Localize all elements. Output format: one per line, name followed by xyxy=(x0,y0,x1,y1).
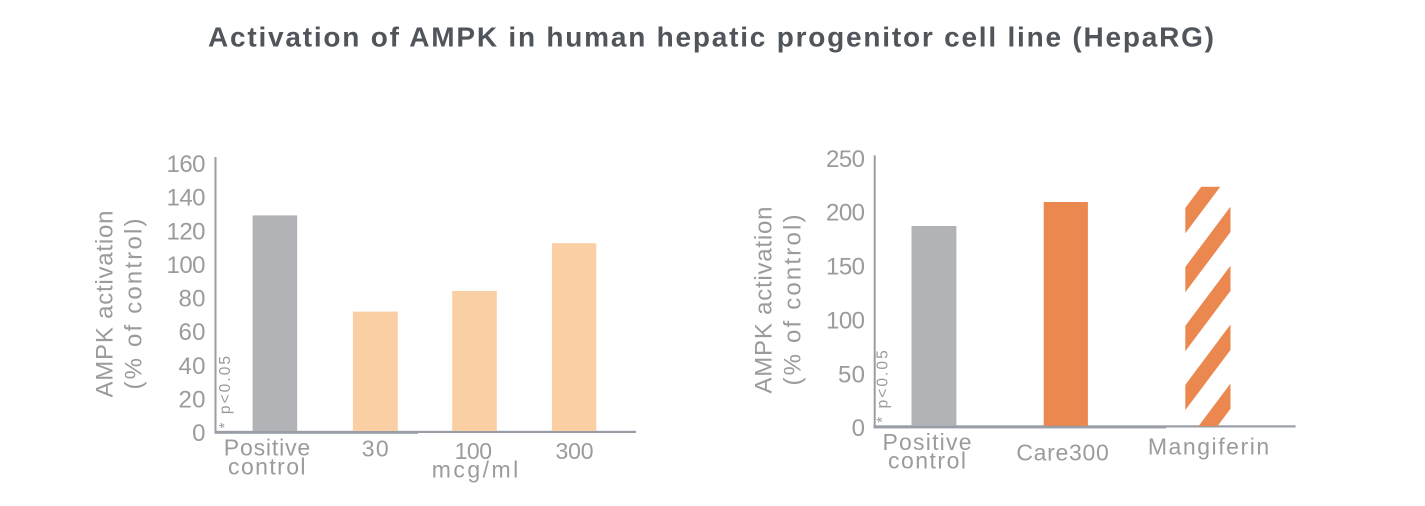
svg-text:80: 80 xyxy=(179,286,206,313)
svg-text:100: 100 xyxy=(455,438,492,464)
svg-text:AMPK activation: AMPK activation xyxy=(92,211,119,398)
svg-text:control: control xyxy=(228,453,306,479)
svg-text:60: 60 xyxy=(179,319,206,346)
svg-text:300: 300 xyxy=(556,438,594,464)
svg-text:(% of control): (% of control) xyxy=(780,215,807,386)
svg-text:AMPK activation: AMPK activation xyxy=(751,207,778,394)
svg-text:100: 100 xyxy=(826,307,865,334)
svg-text:120: 120 xyxy=(167,218,206,245)
svg-text:Care300: Care300 xyxy=(1016,439,1109,465)
svg-text:200: 200 xyxy=(826,200,865,227)
svg-text:160: 160 xyxy=(167,151,206,178)
svg-text:20: 20 xyxy=(179,386,206,413)
svg-text:50: 50 xyxy=(838,361,865,388)
svg-text:Activation of AMPK in human he: Activation of AMPK in human hepatic prog… xyxy=(208,22,1214,53)
svg-text:Mangiferin: Mangiferin xyxy=(1148,434,1269,460)
svg-text:150: 150 xyxy=(826,254,865,281)
svg-text:100: 100 xyxy=(167,252,206,279)
svg-text:Positive: Positive xyxy=(224,435,310,461)
svg-text:control: control xyxy=(888,448,966,474)
svg-text:30: 30 xyxy=(362,435,389,461)
svg-text:Positive: Positive xyxy=(883,429,972,455)
svg-text:* p<0.05: * p<0.05 xyxy=(875,350,892,423)
svg-text:0: 0 xyxy=(192,420,205,447)
svg-text:(% of control): (% of control) xyxy=(121,219,148,390)
svg-text:* p<0.05: * p<0.05 xyxy=(217,356,234,429)
svg-text:140: 140 xyxy=(167,185,206,212)
svg-text:250: 250 xyxy=(826,146,865,173)
svg-text:40: 40 xyxy=(179,353,206,380)
svg-text:0: 0 xyxy=(852,415,865,442)
svg-text:mcg/ml: mcg/ml xyxy=(432,457,519,483)
